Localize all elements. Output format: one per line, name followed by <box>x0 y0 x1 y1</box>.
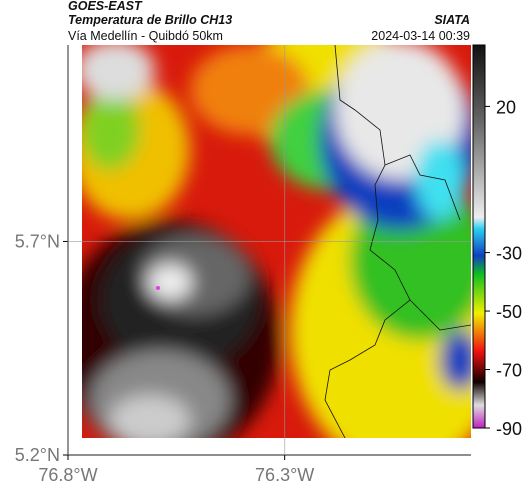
colorbar-tick-label: 20 <box>496 97 516 117</box>
source: SIATA <box>434 13 470 27</box>
colorbar <box>472 44 486 429</box>
location: Vía Medellín - Quibdó 50km <box>68 29 223 43</box>
lon-tick-label: 76.8°W <box>38 465 97 485</box>
colorbar-tick-label: -90 <box>496 419 522 439</box>
lat-tick-label: 5.2°N <box>15 445 60 465</box>
colorbar-tick-label: -70 <box>496 361 522 381</box>
colorbar-tick-label: -30 <box>496 244 522 264</box>
brightness-field <box>82 45 471 438</box>
lat-tick-label: 5.7°N <box>15 231 60 251</box>
title: GOES-EAST <box>68 0 143 13</box>
colorbar-tick-label: -50 <box>496 302 522 322</box>
lon-tick-label: 76.3°W <box>255 465 314 485</box>
subtitle: Temperatura de Brillo CH13 <box>68 13 232 27</box>
timestamp: 2024-03-14 00:39 <box>371 29 470 43</box>
